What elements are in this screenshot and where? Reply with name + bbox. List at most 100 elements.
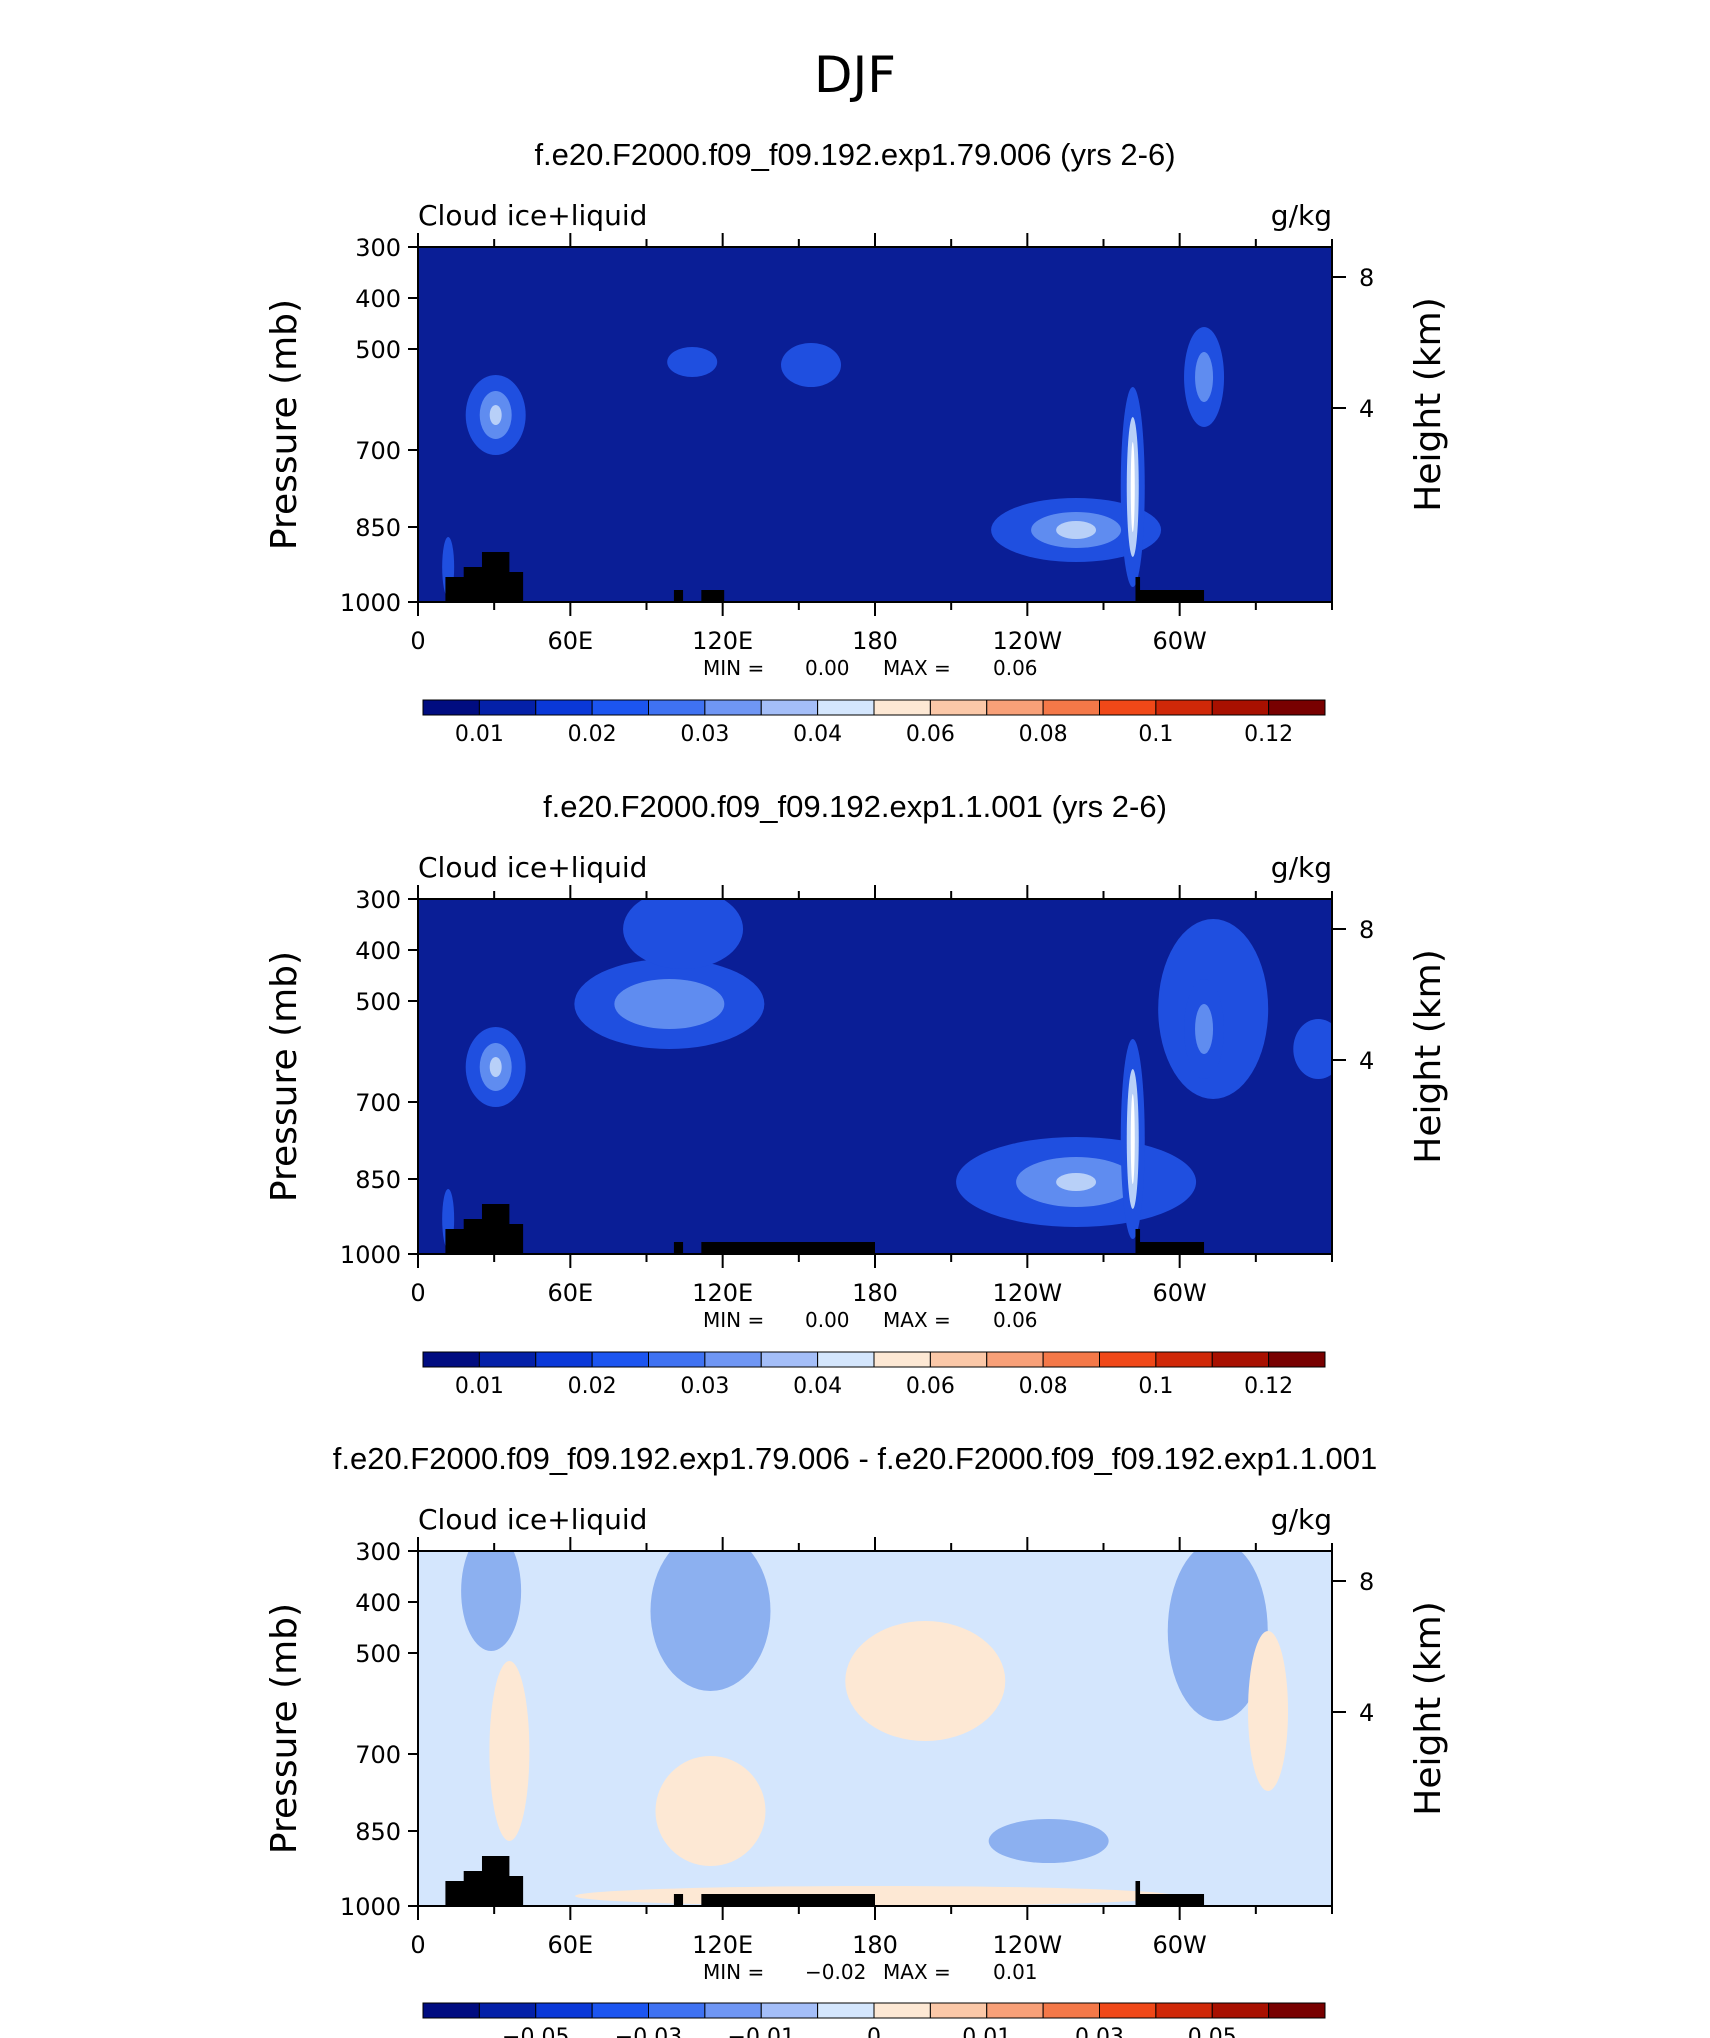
- y-tick-label: 400: [355, 285, 401, 313]
- y2-tick-label: 8: [1359, 264, 1374, 292]
- y-tick-label: 1000: [340, 1241, 401, 1269]
- x-tick-label: 0: [410, 1279, 425, 1307]
- max-value: 0.06: [993, 1308, 1038, 1332]
- contour-region: [623, 899, 744, 969]
- contour-region: [489, 1057, 502, 1077]
- colorbar-box: [760, 2002, 819, 2019]
- colorbar-box: [873, 2002, 931, 2019]
- units-label: g/kg: [1271, 199, 1332, 232]
- y-axis-label: Pressure (mb): [264, 951, 305, 1202]
- colorbar-label: 0.03: [680, 722, 729, 747]
- y-tick-label: 1000: [340, 1893, 401, 1921]
- colorbar-label: 0.01: [962, 2025, 1011, 2038]
- land-mask: [445, 1204, 1205, 1254]
- y-tick-label: 850: [355, 1166, 401, 1194]
- field-label: Cloud ice+liquid: [418, 851, 647, 884]
- panel-3: f.e20.F2000.f09_f09.192.exp1.79.006 - f.…: [264, 1441, 1449, 2038]
- colorbar-label: 0.03: [680, 1374, 729, 1399]
- x-tick-label: 0: [410, 627, 425, 655]
- colorbar-box: [1155, 1351, 1213, 1368]
- contour-region: [845, 1621, 1006, 1741]
- colorbar-label: 0: [867, 2025, 881, 2038]
- x-tick-label: 120W: [993, 1279, 1063, 1307]
- colorbar-label: 0.06: [906, 722, 955, 747]
- y-tick-label: 500: [355, 988, 401, 1016]
- units-label: g/kg: [1271, 1503, 1332, 1536]
- colorbar-box: [478, 699, 537, 716]
- panels: f.e20.F2000.f09_f09.192.exp1.79.006 (yrs…: [264, 137, 1449, 2038]
- colorbar-label: 0.1: [1138, 1374, 1173, 1399]
- colorbar-box: [1099, 2002, 1157, 2019]
- max-label: MAX =: [883, 656, 951, 680]
- min-value: 0.00: [805, 1308, 850, 1332]
- colorbar-box: [1268, 2002, 1326, 2019]
- y-tick-label: 1000: [340, 589, 401, 617]
- colorbar-box: [1211, 699, 1270, 716]
- x-tick-label: 120E: [692, 627, 753, 655]
- y-tick-label: 400: [355, 937, 401, 965]
- colorbar-box: [591, 699, 649, 716]
- max-value: 0.01: [993, 1960, 1038, 1984]
- x-tick-label: 0: [410, 1931, 425, 1959]
- contour-region: [489, 405, 502, 425]
- y-tick-label: 850: [355, 514, 401, 542]
- min-value: −0.02: [805, 1960, 866, 1984]
- colorbar-box: [478, 1351, 537, 1368]
- colorbar-box: [704, 699, 762, 716]
- x-tick-label: 180: [852, 1931, 898, 1959]
- y-tick-label: 500: [355, 1640, 401, 1668]
- colorbar-box: [1099, 699, 1157, 716]
- colorbar-label: −0.01: [728, 2025, 795, 2038]
- colorbar-label: −0.03: [615, 2025, 682, 2038]
- colorbar-box: [1155, 2002, 1213, 2019]
- y-tick-label: 700: [355, 1089, 401, 1117]
- y-tick-label: 500: [355, 336, 401, 364]
- colorbar-box: [817, 1351, 875, 1368]
- colorbar-label: 0.12: [1244, 1374, 1293, 1399]
- field-label: Cloud ice+liquid: [418, 1503, 647, 1536]
- land-mask: [445, 552, 1205, 602]
- colorbar-box: [422, 1351, 480, 1368]
- min-label: MIN =: [703, 1308, 764, 1332]
- colorbar-box: [422, 699, 480, 716]
- contour-region: [614, 979, 725, 1029]
- colorbar-label: 0.08: [1019, 1374, 1068, 1399]
- contour-region: [667, 347, 718, 377]
- colorbar-box: [1042, 2002, 1100, 2019]
- x-tick-label: 60E: [547, 627, 593, 655]
- max-value: 0.06: [993, 656, 1038, 680]
- colorbar-box: [648, 2002, 706, 2019]
- colorbar-box: [704, 2002, 762, 2019]
- contour-region: [1130, 442, 1135, 532]
- contour-region: [489, 1661, 530, 1841]
- y-axis-label: Pressure (mb): [264, 1603, 305, 1854]
- contour-region: [655, 1756, 766, 1866]
- x-tick-label: 60E: [547, 1931, 593, 1959]
- colorbar-box: [535, 1351, 593, 1368]
- contour-field: [442, 899, 1332, 1254]
- y2-tick-label: 4: [1359, 395, 1374, 423]
- colorbar-label: 0.08: [1019, 722, 1068, 747]
- colorbar-label: 0.05: [1188, 2025, 1237, 2038]
- contour-region: [1195, 352, 1214, 402]
- units-label: g/kg: [1271, 851, 1332, 884]
- colorbar-label: 0.01: [455, 722, 504, 747]
- colorbar-box: [760, 1351, 819, 1368]
- contour-region: [1056, 521, 1097, 539]
- colorbar-box: [817, 699, 875, 716]
- colorbar-label: 0.12: [1244, 722, 1293, 747]
- panel-2: f.e20.F2000.f09_f09.192.exp1.1.001 (yrs …: [264, 789, 1449, 1399]
- x-tick-label: 180: [852, 627, 898, 655]
- contour-field: [442, 327, 1225, 602]
- y-tick-label: 300: [355, 1538, 401, 1566]
- colorbar-label: 0.01: [455, 1374, 504, 1399]
- colorbar-box: [535, 2002, 593, 2019]
- colorbar-box: [1268, 1351, 1326, 1368]
- x-tick-label: 120W: [993, 1931, 1063, 1959]
- colorbar-box: [986, 2002, 1044, 2019]
- panel-title: f.e20.F2000.f09_f09.192.exp1.79.006 - f.…: [333, 1441, 1378, 1476]
- panel-title: f.e20.F2000.f09_f09.192.exp1.79.006 (yrs…: [534, 137, 1175, 172]
- colorbar-box: [648, 699, 706, 716]
- contour-region: [988, 1819, 1109, 1863]
